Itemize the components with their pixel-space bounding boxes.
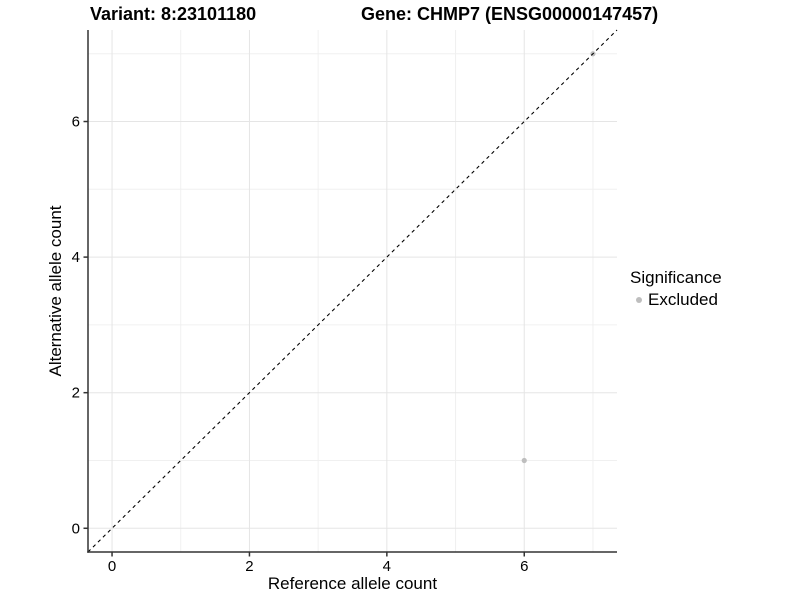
legend-title: Significance (630, 268, 722, 287)
legend: Significance Excluded (630, 268, 722, 310)
x-tick-label: 6 (520, 558, 528, 575)
gene-title: Gene: CHMP7 (ENSG00000147457) (361, 4, 659, 24)
x-axis-title: Reference allele count (267, 574, 438, 593)
legend-item-label: Excluded (648, 290, 718, 309)
y-tick-label: 2 (72, 385, 80, 402)
excluded-point-icon (636, 297, 642, 303)
variant-title: Variant: 8:23101180 (90, 4, 257, 24)
legend-item-excluded: Excluded (630, 290, 722, 310)
y-tick-label: 0 (72, 520, 80, 537)
y-axis-title: Alternative allele count (46, 205, 65, 377)
x-tick-label: 0 (108, 558, 116, 575)
y-tick-label: 6 (72, 114, 80, 131)
x-tick-label: 2 (245, 558, 253, 575)
x-tick-label: 4 (383, 558, 391, 575)
y-tick-label: 4 (72, 249, 80, 266)
identity-line (87, 29, 618, 553)
data-point[interactable] (521, 457, 527, 464)
